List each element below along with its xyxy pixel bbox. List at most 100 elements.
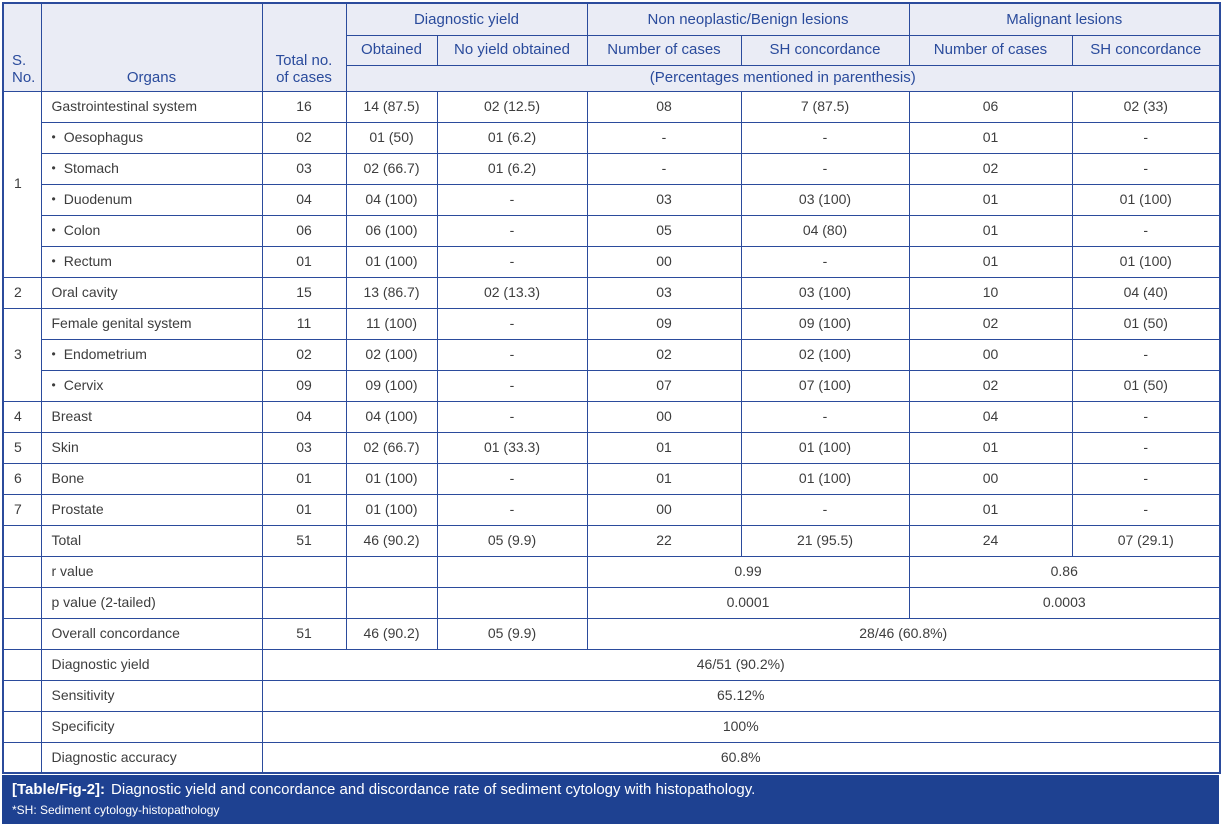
cell-value-span: 46/51 (90.2%) xyxy=(261,648,1221,681)
cell-m-cases: 00 xyxy=(908,338,1073,371)
cell-nn-cases: 05 xyxy=(586,214,742,247)
cell-total-cases: 06 xyxy=(261,214,347,247)
cell-m-sh: 01 (100) xyxy=(1071,183,1221,216)
cell-m-cases: 06 xyxy=(908,90,1073,123)
header-m-number-of-cases: Number of cases xyxy=(908,34,1073,66)
cell-obtained: 01 (100) xyxy=(345,462,438,495)
cell-obtained: 13 (86.7) xyxy=(345,276,438,309)
cell-sno: 2 xyxy=(2,276,42,309)
cell-no-yield: 05 (9.9) xyxy=(436,617,588,650)
cell-no-yield: 05 (9.9) xyxy=(436,524,588,557)
cell-sno xyxy=(2,710,42,743)
cell-m-sh: - xyxy=(1071,400,1221,433)
cell-nn-sh: 03 (100) xyxy=(740,276,910,309)
cell-nn-sh: - xyxy=(740,400,910,433)
cell-organ: Breast xyxy=(40,400,263,433)
organ-label: Oesophagus xyxy=(63,128,144,145)
row-breast: 4 Breast 04 04 (100) - 00 - 04 - xyxy=(2,400,1221,433)
cell-nn-sh: - xyxy=(740,245,910,278)
cell-no-yield: - xyxy=(436,462,588,495)
cell-total-cases: 01 xyxy=(261,493,347,526)
header-row-subcolumns: Obtained No yield obtained Number of cas… xyxy=(3,34,1221,66)
row-diagnostic-yield: Diagnostic yield 46/51 (90.2%) xyxy=(2,648,1221,681)
cell-total-cases xyxy=(261,586,347,619)
cell-no-yield: 02 (13.3) xyxy=(436,276,588,309)
cell-organ: Total xyxy=(40,524,263,557)
cell-nn-cases: 02 xyxy=(586,338,742,371)
cell-no-yield: - xyxy=(436,245,588,278)
cell-no-yield: - xyxy=(436,183,588,216)
cell-total-cases: 02 xyxy=(261,121,347,154)
header-row-groups: S. No. Organs Total no. of cases Diagnos… xyxy=(2,2,1221,92)
cell-m-sh: 07 (29.1) xyxy=(1071,524,1221,557)
cell-obtained: 02 (100) xyxy=(345,338,438,371)
cell-organ: Prostate xyxy=(40,493,263,526)
bullet-icon: • xyxy=(51,377,56,392)
cell-nn-sh: - xyxy=(740,121,910,154)
cell-nn-sh: 01 (100) xyxy=(740,462,910,495)
cell-m-cases: 01 xyxy=(908,493,1073,526)
cell-nn-sh: 03 (100) xyxy=(740,183,910,216)
row-p-value: p value (2-tailed) 0.0001 0.0003 xyxy=(2,586,1221,619)
cell-m-sh: - xyxy=(1071,431,1221,464)
cell-nn-cases: 00 xyxy=(586,493,742,526)
cell-m-cases: 24 xyxy=(908,524,1073,557)
cell-nn-cases: - xyxy=(586,121,742,154)
cell-nn-sh: 04 (80) xyxy=(740,214,910,247)
cell-total-cases: 51 xyxy=(261,617,347,650)
cell-sno xyxy=(2,648,42,681)
cell-sno: 3 xyxy=(2,307,42,402)
header-non-neoplastic-lesions: Non neoplastic/Benign lesions xyxy=(586,2,910,36)
row-r-value: r value 0.99 0.86 xyxy=(2,555,1221,588)
cell-organ: Bone xyxy=(40,462,263,495)
cell-m-sh: - xyxy=(1071,462,1221,495)
cell-nn-sh: - xyxy=(740,493,910,526)
row-oesophagus: • Oesophagus 02 01 (50) 01 (6.2) - - 01 - xyxy=(3,121,1221,154)
cell-nn-cases: 09 xyxy=(586,307,742,340)
cell-total-cases xyxy=(261,555,347,588)
bullet-icon: • xyxy=(51,191,56,206)
bullet-icon: • xyxy=(51,129,56,144)
cell-organ: Skin xyxy=(40,431,263,464)
cell-m-sh: - xyxy=(1071,214,1221,247)
table-caption: [Table/Fig-2]: Diagnostic yield and conco… xyxy=(2,775,1219,825)
row-colon: • Colon 06 06 (100) - 05 04 (80) 01 - xyxy=(3,214,1221,247)
cell-m-sh: - xyxy=(1071,338,1221,371)
header-row-note: (Percentages mentioned in parenthesis) xyxy=(3,64,1221,92)
cell-organ: Gastrointestinal system xyxy=(40,90,263,123)
cell-m-sh: 01 (100) xyxy=(1071,245,1221,278)
organ-label: Stomach xyxy=(63,159,119,176)
row-diagnostic-accuracy: Diagnostic accuracy 60.8% xyxy=(2,741,1221,774)
cell-nn-sh: 7 (87.5) xyxy=(740,90,910,123)
cell-no-yield: 01 (6.2) xyxy=(436,152,588,185)
cell-nn-cases: 03 xyxy=(586,183,742,216)
cell-total-cases: 51 xyxy=(261,524,347,557)
cell-obtained xyxy=(345,555,438,588)
cell-no-yield: - xyxy=(436,369,588,402)
cell-nn-cases: 00 xyxy=(586,245,742,278)
header-s-no: S. No. xyxy=(2,2,42,92)
header-obtained: Obtained xyxy=(345,34,438,66)
cell-sno: 6 xyxy=(2,462,42,495)
cell-total-cases: 03 xyxy=(261,152,347,185)
row-female-genital-system: 3 Female genital system 11 11 (100) - 09… xyxy=(2,307,1221,402)
cell-obtained: 01 (50) xyxy=(345,121,438,154)
cell-organ: • Duodenum xyxy=(40,183,263,216)
cell-organ: • Endometrium xyxy=(40,338,263,371)
cell-m-cases: 10 xyxy=(908,276,1073,309)
row-skin: 5 Skin 03 02 (66.7) 01 (33.3) 01 01 (100… xyxy=(2,431,1221,464)
cell-organ: • Oesophagus xyxy=(40,121,263,154)
cell-total-cases: 16 xyxy=(261,90,347,123)
header-m-sh-concordance: SH concordance xyxy=(1071,34,1221,66)
cell-obtained: 01 (100) xyxy=(345,245,438,278)
cell-sno: 5 xyxy=(2,431,42,464)
cell-no-yield xyxy=(436,555,588,588)
bullet-icon: • xyxy=(51,346,56,361)
cell-nn-cases: 01 xyxy=(586,462,742,495)
header-total-cases: Total no. of cases xyxy=(261,2,347,92)
cell-m-cases: 01 xyxy=(908,245,1073,278)
cell-organ: Sensitivity xyxy=(40,679,263,712)
cell-no-yield: 02 (12.5) xyxy=(436,90,588,123)
cell-obtained: 11 (100) xyxy=(345,307,438,340)
cell-organ: • Colon xyxy=(40,214,263,247)
